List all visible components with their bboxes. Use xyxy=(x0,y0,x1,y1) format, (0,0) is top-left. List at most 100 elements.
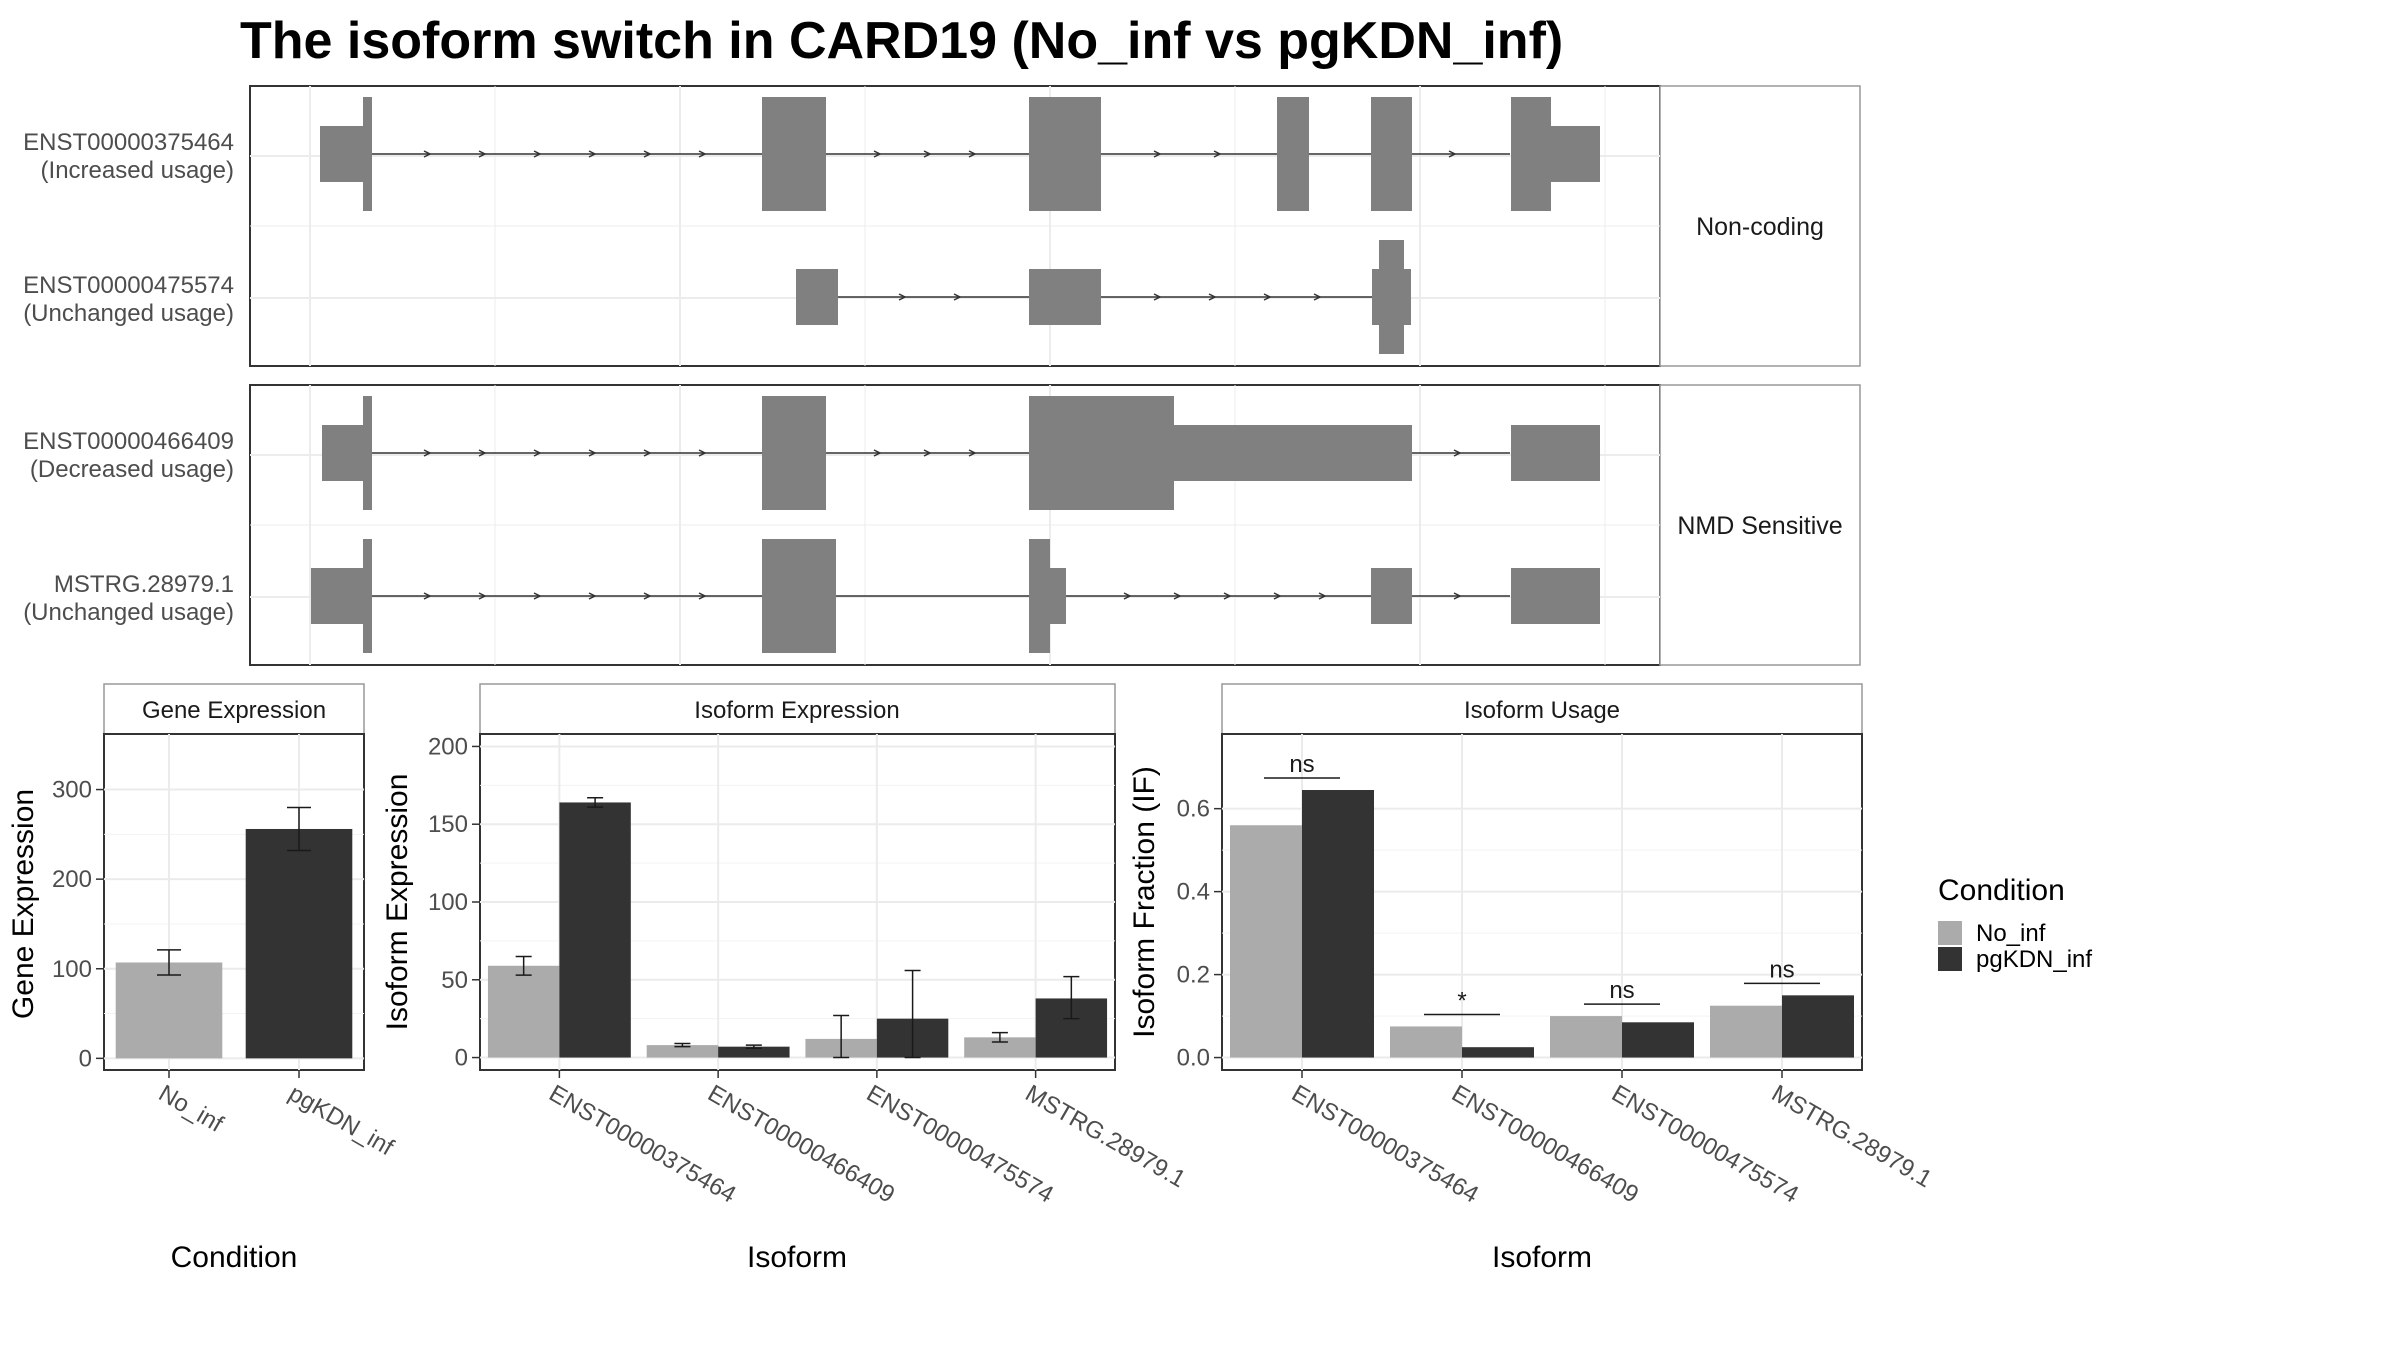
strand-arrow xyxy=(1273,592,1282,600)
exon-block xyxy=(363,97,372,211)
strand-arrow xyxy=(898,293,907,301)
strand-arrow xyxy=(478,150,487,158)
figure-title: The isoform switch in CARD19 (No_inf vs … xyxy=(240,12,1563,70)
legend-label: pgKDN_inf xyxy=(1976,946,2092,973)
legend-key-no-inf xyxy=(1938,921,1962,945)
exon-block xyxy=(1371,568,1412,624)
transcript-label-usage: (Unchanged usage) xyxy=(23,599,234,626)
isoform-usage-chart: Isoform Usage 0.00.20.40.6ENST0000037546… xyxy=(1128,683,1936,1274)
strand-arrow xyxy=(698,592,707,600)
exon-block xyxy=(762,539,836,653)
y-tick-label: 50 xyxy=(441,967,468,994)
exon-block xyxy=(1173,425,1412,481)
strand-arrow xyxy=(588,150,597,158)
exon-block xyxy=(1029,396,1174,510)
structure-panel-nmd-sensitive: NMD Sensitive xyxy=(249,384,1861,666)
transcript-models xyxy=(311,396,1600,653)
strand-arrow xyxy=(1313,293,1322,301)
exon-block xyxy=(311,568,364,624)
y-axis-title: Gene Expression xyxy=(7,789,40,1019)
structure-grid xyxy=(250,385,1660,665)
facet-strip xyxy=(479,683,1116,735)
transcript-label-usage: (Unchanged usage) xyxy=(23,300,234,327)
exon-block xyxy=(1550,126,1600,182)
strand-arrow xyxy=(423,449,432,457)
transcript-models xyxy=(320,97,1600,354)
y-tick-label: 300 xyxy=(52,777,92,804)
strand-arrow xyxy=(1173,592,1182,600)
x-tick-label: MSTRG.28979.1 xyxy=(1021,1080,1190,1193)
y-tick-label: 0.6 xyxy=(1177,796,1210,823)
strand-arrow xyxy=(1123,592,1132,600)
exon-block xyxy=(762,97,826,211)
strand-arrow xyxy=(923,150,932,158)
strand-arrow xyxy=(1453,592,1462,600)
bar xyxy=(1462,1047,1534,1058)
transcript-label-id: ENST00000466409 xyxy=(23,428,234,455)
y-tick-label: 0.0 xyxy=(1177,1045,1210,1072)
strand-arrow xyxy=(423,592,432,600)
y-tick-label: 0.4 xyxy=(1177,879,1210,906)
significance-label: ns xyxy=(1769,956,1794,983)
gene-expression-chart: Gene Expression 0 100 200 300 No_inf pgKDN_in… xyxy=(7,683,398,1274)
exon-block xyxy=(1029,97,1101,211)
y-tick-label: 100 xyxy=(428,889,468,916)
transcript-label-id: ENST00000475574 xyxy=(23,272,234,299)
bar xyxy=(646,1045,719,1058)
exon-block xyxy=(363,396,372,510)
transcript-label-id: ENST00000375464 xyxy=(23,129,234,156)
y-axis-title: Isoform Fraction (IF) xyxy=(1128,766,1161,1038)
legend-title: Condition xyxy=(1938,874,2065,907)
isoform-expression-chart: Isoform Expression 050100150200ENST00000… xyxy=(381,683,1190,1274)
strand-arrow xyxy=(953,293,962,301)
y-tick-label: 150 xyxy=(428,811,468,838)
x-tick-label: No_inf xyxy=(154,1080,228,1138)
exon-block xyxy=(320,126,364,182)
bar xyxy=(115,962,223,1059)
bar xyxy=(1302,790,1374,1058)
facet-strip xyxy=(1221,683,1863,735)
strand-arrow xyxy=(478,592,487,600)
strand-arrow xyxy=(1213,150,1222,158)
transcript-structure: Non-coding NMD Sensitive ENST00000375464… xyxy=(23,85,1861,666)
x-axis-title: Isoform xyxy=(1492,1241,1592,1274)
exon-block xyxy=(796,269,838,325)
significance-label: ns xyxy=(1289,751,1314,778)
bar xyxy=(1230,825,1302,1058)
strand-arrow xyxy=(968,150,977,158)
transcript-label-id: MSTRG.28979.1 xyxy=(54,571,234,598)
bar xyxy=(1782,995,1854,1058)
transcript-label-usage: (Decreased usage) xyxy=(30,456,234,483)
strand-arrow xyxy=(698,150,707,158)
bar xyxy=(1390,1026,1462,1058)
strand-arrow xyxy=(643,449,652,457)
chart-title: Isoform Expression xyxy=(694,697,899,724)
exon-block xyxy=(363,539,372,653)
exon-block xyxy=(1511,425,1600,481)
exon-block xyxy=(1371,97,1412,211)
chart-title: Isoform Usage xyxy=(1464,697,1620,724)
y-tick-label: 0.2 xyxy=(1177,962,1210,989)
y-tick-label: 0 xyxy=(79,1045,92,1072)
exon-block xyxy=(1379,240,1404,354)
transcript-label-usage: (Increased usage) xyxy=(41,157,234,184)
bar xyxy=(1550,1016,1622,1058)
strand-arrow xyxy=(1318,592,1327,600)
bar xyxy=(559,802,631,1058)
structure-panel-non-coding: Non-coding xyxy=(249,85,1861,367)
x-axis-title: Isoform xyxy=(747,1241,847,1274)
strand-arrow xyxy=(923,449,932,457)
strand-arrow xyxy=(423,150,432,158)
facet-strip-nmd-sensitive xyxy=(1659,384,1861,666)
legend: Condition No_inf pgKDN_inf xyxy=(1938,874,2092,973)
facet-strip xyxy=(103,683,365,735)
exon-block xyxy=(322,425,364,481)
facet-label-nmd-sensitive: NMD Sensitive xyxy=(1677,512,1842,540)
strand-arrow xyxy=(968,449,977,457)
strand-arrow xyxy=(1153,293,1162,301)
strand-arrow xyxy=(1153,150,1162,158)
exon-block xyxy=(1511,97,1551,211)
x-tick-label: MSTRG.28979.1 xyxy=(1767,1080,1936,1193)
bar xyxy=(245,828,353,1059)
